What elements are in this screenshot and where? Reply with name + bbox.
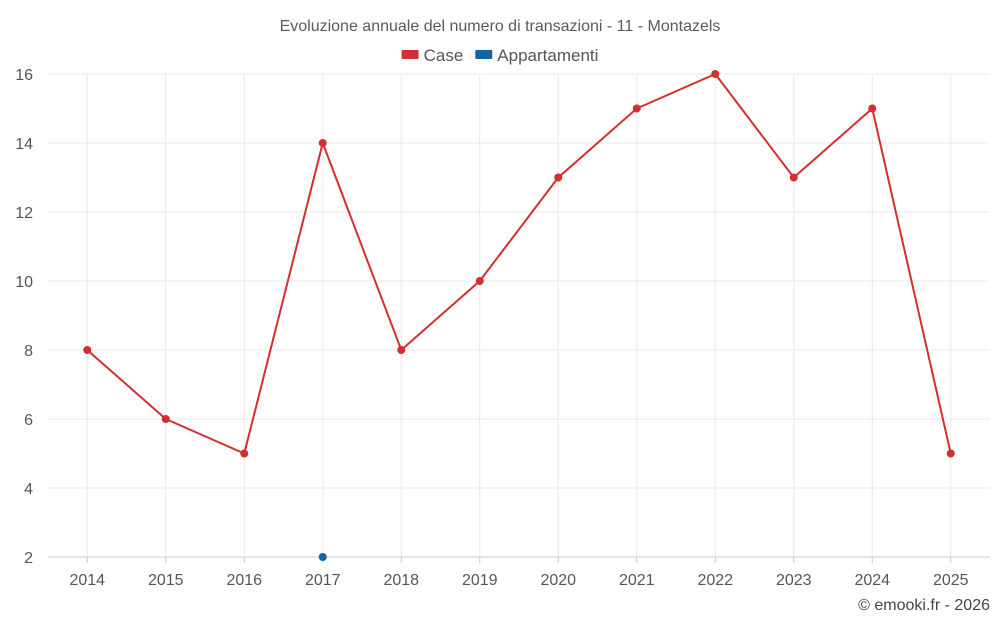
chart-title: Evoluzione annuale del numero di transaz… — [280, 18, 721, 35]
y-tick-label: 6 — [24, 412, 33, 429]
y-tick-label: 14 — [15, 136, 33, 153]
data-point — [632, 104, 641, 113]
legend-swatch — [401, 50, 419, 59]
legend-item[interactable]: Case — [401, 46, 464, 65]
legend-label: Appartamenti — [497, 46, 598, 65]
x-tick-label: 2018 — [383, 572, 419, 589]
y-tick-label: 10 — [15, 274, 33, 291]
series — [83, 70, 955, 561]
grid — [48, 73, 990, 557]
legend-label: Case — [424, 46, 464, 65]
x-tick-label: 2016 — [226, 572, 262, 589]
y-tick-label: 4 — [24, 481, 33, 498]
x-tick-label: 2022 — [697, 572, 733, 589]
x-tick-label: 2019 — [462, 572, 498, 589]
x-tick-label: 2025 — [933, 572, 969, 589]
x-tick-label: 2015 — [148, 572, 184, 589]
y-tick-label: 2 — [24, 550, 33, 567]
data-point — [475, 277, 484, 285]
x-tick-label: 2024 — [854, 572, 890, 589]
x-tick-label: 2021 — [619, 572, 655, 589]
data-point — [240, 449, 249, 458]
series-line-0 — [86, 73, 952, 455]
data-point — [161, 415, 170, 423]
x-tick-label: 2020 — [540, 572, 576, 589]
y-tick-label: 16 — [15, 67, 33, 84]
data-point — [554, 173, 563, 182]
data-point — [318, 139, 327, 147]
x-tick-label: 2023 — [776, 572, 812, 589]
y-tick-label: 8 — [24, 343, 33, 360]
data-point — [397, 346, 406, 354]
y-tick-label: 12 — [15, 205, 33, 222]
data-point — [83, 346, 92, 354]
legend-item[interactable]: Appartamenti — [475, 46, 598, 65]
axes: 2 4 6 8 10 12 14 16 2014 2015 2016 2017 2018 2019 2020… — [15, 67, 990, 589]
legend: Case Appartamenti — [401, 46, 598, 65]
data-point — [789, 173, 798, 182]
x-tick-label: 2014 — [69, 572, 105, 589]
x-tick-label: 2017 — [305, 572, 341, 589]
data-point — [946, 449, 955, 458]
data-point — [318, 553, 327, 561]
credit-label: © emooki.fr - 2026 — [858, 597, 990, 614]
data-point — [868, 104, 877, 113]
legend-swatch — [475, 50, 493, 59]
data-point — [711, 70, 720, 78]
